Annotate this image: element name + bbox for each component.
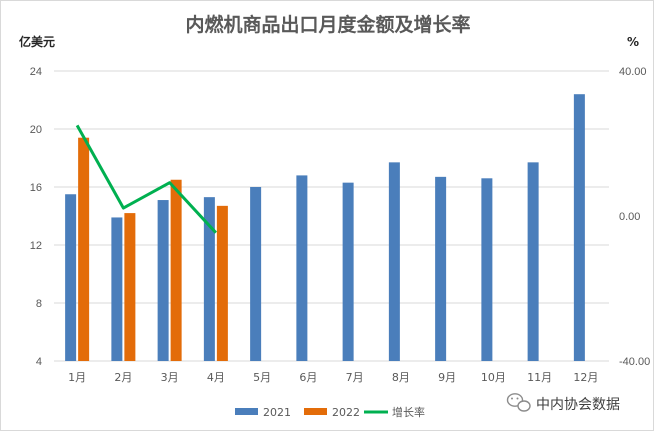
bar-2021-5 bbox=[296, 175, 308, 361]
y-right-tick-label: 0.00 bbox=[619, 211, 640, 223]
category-axis-labels: 1月 2月 3月 4月 5月 6月 7月 8月 9月 10月 11月 12月 bbox=[68, 371, 598, 384]
legend-label: 增长率 bbox=[392, 405, 425, 419]
bar-2022-1 bbox=[124, 213, 136, 361]
legend-swatch-2021 bbox=[235, 408, 258, 415]
bar-2021-4 bbox=[250, 187, 262, 361]
x-tick-label: 2月 bbox=[114, 371, 132, 384]
x-tick-label: 6月 bbox=[299, 371, 317, 384]
bar-2021-1 bbox=[111, 217, 123, 361]
bar-2021-11 bbox=[573, 94, 585, 361]
x-tick-label: 5月 bbox=[253, 371, 271, 384]
y-right-tick-label: -40.00 bbox=[619, 356, 650, 368]
y-left-tick-label: 4 bbox=[36, 356, 42, 368]
x-tick-label: 11月 bbox=[527, 371, 552, 384]
y-left-tick-label: 20 bbox=[30, 124, 42, 136]
chart-title: 内燃机商品出口月度金额及增长率 bbox=[185, 13, 470, 36]
legend: 2021 2022 增长率 bbox=[235, 405, 425, 419]
watermark: 中内协会数据 bbox=[506, 393, 620, 413]
growth-rate-line bbox=[75, 124, 217, 234]
bar-2021-2 bbox=[157, 200, 169, 361]
x-tick-label: 7月 bbox=[346, 371, 364, 384]
growth-line-series bbox=[75, 124, 217, 234]
gridlines bbox=[54, 70, 609, 362]
bar-series bbox=[65, 94, 585, 361]
bar-2021-8 bbox=[435, 176, 447, 361]
bar-2022-2 bbox=[170, 179, 182, 361]
x-tick-label: 3月 bbox=[161, 371, 179, 384]
x-tick-label: 1月 bbox=[68, 371, 86, 384]
bar-2021-6 bbox=[342, 182, 354, 361]
legend-label: 2022 bbox=[332, 406, 360, 419]
bar-2021-10 bbox=[527, 162, 539, 361]
x-tick-label: 8月 bbox=[392, 371, 410, 384]
y-left-tick-label: 12 bbox=[30, 240, 42, 252]
bar-2021-9 bbox=[481, 178, 493, 361]
right-axis-unit: % bbox=[627, 35, 639, 49]
x-tick-label: 10月 bbox=[481, 371, 506, 384]
bar-2022-0 bbox=[78, 137, 90, 361]
watermark-text: 中内协会数据 bbox=[536, 397, 620, 413]
bar-2021-0 bbox=[65, 194, 77, 361]
x-tick-label: 4月 bbox=[207, 371, 225, 384]
legend-swatch-2022 bbox=[304, 408, 327, 415]
y-left-tick-label: 16 bbox=[30, 182, 42, 194]
y-left-tick-label: 8 bbox=[36, 298, 42, 310]
x-tick-label: 12月 bbox=[573, 371, 598, 384]
x-tick-label: 9月 bbox=[438, 371, 456, 384]
right-axis-ticks: -40.00 0.00 40.00 bbox=[619, 66, 650, 368]
y-left-tick-label: 24 bbox=[30, 66, 42, 78]
y-right-tick-label: 40.00 bbox=[619, 66, 647, 78]
legend-label: 2021 bbox=[263, 406, 291, 419]
left-axis-ticks: 4 8 12 16 20 24 bbox=[30, 66, 42, 368]
bar-2022-3 bbox=[216, 205, 228, 361]
wechat-icon bbox=[506, 393, 531, 412]
left-axis-unit: 亿美元 bbox=[19, 34, 55, 49]
bar-2021-7 bbox=[388, 162, 400, 361]
bar-2021-3 bbox=[203, 197, 215, 361]
